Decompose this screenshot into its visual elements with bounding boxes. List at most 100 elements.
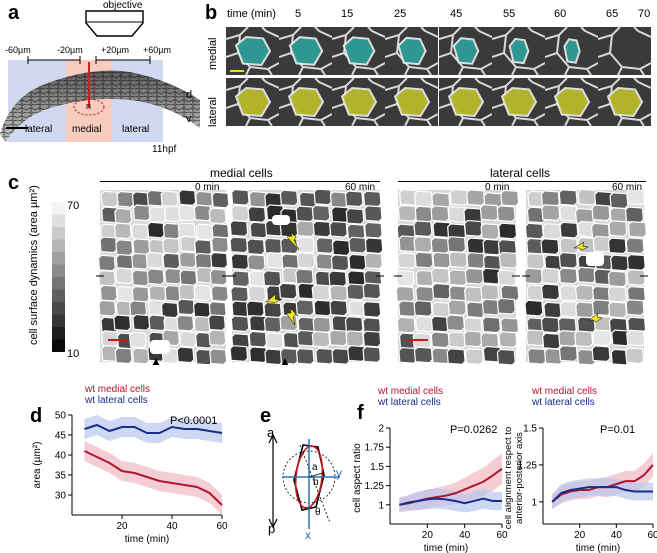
panel-e-label: e bbox=[260, 405, 272, 427]
timelapse-frame-lateral bbox=[226, 78, 279, 126]
cell-polygon bbox=[498, 331, 518, 348]
cell-polygon bbox=[559, 204, 579, 222]
pvalue-f1: P=0.0262 bbox=[450, 424, 498, 436]
alignment-chart: 20 40 60 1 1.25 1.5 time (min) cell alignment r… bbox=[505, 424, 657, 553]
cell-polygon bbox=[607, 285, 627, 303]
y-tick-label: 2 bbox=[378, 424, 384, 435]
region-medial: medial bbox=[72, 124, 102, 135]
time-label-55: 55 bbox=[503, 8, 516, 20]
cell-polygon bbox=[592, 235, 612, 253]
x-axis-label: time (min) bbox=[125, 534, 169, 545]
cell-polygon bbox=[542, 332, 562, 350]
cell-polygon bbox=[132, 347, 150, 365]
cell-polygon bbox=[577, 266, 597, 284]
cell-polygon bbox=[207, 314, 226, 332]
cell-polygon bbox=[116, 190, 135, 208]
y-tick-label: 1 bbox=[531, 497, 537, 508]
timelapse-frame-medial bbox=[226, 27, 279, 75]
cell-polygon bbox=[498, 251, 518, 269]
cell-polygon bbox=[132, 313, 151, 331]
y-tick-label: 40 bbox=[55, 451, 67, 462]
cell-polygon bbox=[482, 238, 502, 256]
cell-polygon bbox=[626, 190, 646, 206]
timelapse-frame-lateral bbox=[279, 78, 332, 126]
cell-polygon bbox=[230, 204, 250, 222]
cell-polygon bbox=[362, 346, 382, 363]
cell-polygon bbox=[500, 284, 520, 302]
x-tick-label: 60 bbox=[216, 521, 228, 532]
cell-polygon bbox=[295, 205, 315, 223]
legend-medial-f1: wt medial cells bbox=[378, 386, 444, 397]
cell-polygon bbox=[523, 267, 544, 285]
cell-polygon bbox=[559, 300, 579, 318]
cell-polygon bbox=[431, 301, 451, 319]
cell-polygon bbox=[465, 301, 486, 319]
sym-a-label: a bbox=[312, 462, 318, 473]
cell-map bbox=[522, 190, 648, 365]
cell-polygon bbox=[625, 347, 645, 365]
cell-map bbox=[228, 190, 384, 365]
colorbar-step bbox=[52, 327, 65, 340]
cell-polygon bbox=[210, 285, 229, 303]
cell-polygon bbox=[479, 204, 499, 221]
cell-polygon bbox=[145, 251, 164, 269]
cell-polygon bbox=[363, 205, 383, 222]
cell-polygon bbox=[178, 190, 197, 206]
cell-polygon bbox=[364, 252, 383, 270]
cell-polygon bbox=[591, 299, 611, 316]
time-label-15: 15 bbox=[341, 8, 354, 20]
cell-polygon bbox=[113, 314, 132, 332]
cell-polygon bbox=[430, 237, 450, 255]
tick-label-neg60: -60µm bbox=[5, 45, 31, 55]
cell-polygon bbox=[625, 237, 645, 255]
cell-polygon bbox=[432, 251, 452, 269]
cell-polygon bbox=[97, 254, 116, 272]
panel-d-label: d bbox=[30, 405, 43, 427]
cell-polygon bbox=[559, 237, 579, 255]
cell-polygon bbox=[211, 191, 230, 209]
aspect-ratio-chart: 20 40 60 1 1.25 1.5 1.75 2 time (min) cell aspect… bbox=[352, 424, 508, 553]
medial-group-title: medial cells bbox=[210, 166, 273, 180]
yellow-arrow-icon bbox=[588, 312, 603, 323]
cell-polygon bbox=[397, 204, 417, 222]
panel-c-label: c bbox=[8, 172, 20, 194]
tick-label-neg20: -20µm bbox=[57, 45, 83, 55]
cell-polygon bbox=[448, 269, 468, 287]
legend-lateral-f2: wt lateral cells bbox=[532, 397, 595, 408]
cell-polygon bbox=[115, 239, 134, 257]
cell-polygon bbox=[177, 298, 196, 316]
cell-polygon bbox=[176, 314, 195, 332]
arrowhead-icon bbox=[281, 358, 289, 365]
x-axis-label: time (min) bbox=[576, 543, 620, 553]
cell-polygon bbox=[397, 252, 417, 270]
cell-polygon bbox=[413, 346, 433, 364]
cell-polygon bbox=[558, 329, 578, 347]
x-tick-label: 40 bbox=[459, 530, 471, 541]
cell-polygon bbox=[559, 221, 579, 239]
x-tick-label: 40 bbox=[166, 521, 178, 532]
ventral-label: v bbox=[186, 113, 192, 125]
cell-polygon bbox=[162, 252, 181, 270]
cell-polygon bbox=[312, 220, 332, 238]
cell-polygon bbox=[178, 204, 197, 222]
cell-polygon bbox=[524, 299, 544, 317]
y-tick-label: 1.25 bbox=[365, 481, 385, 492]
cell-polygon bbox=[345, 330, 365, 348]
cell-polygon bbox=[466, 252, 486, 269]
cell-polygon bbox=[164, 267, 183, 285]
timelapse-frame-lateral bbox=[492, 78, 545, 126]
panel-c-figure bbox=[52, 190, 648, 365]
x-tick-label: 60 bbox=[647, 530, 657, 541]
colorbar-step bbox=[52, 227, 65, 240]
cell-polygon bbox=[195, 223, 214, 241]
cell-polygon bbox=[626, 329, 646, 347]
cell-polygon bbox=[344, 190, 364, 208]
lateral-group-title: lateral cells bbox=[490, 166, 551, 180]
colorbar-step bbox=[52, 264, 65, 277]
timelapse-frame-medial bbox=[332, 27, 385, 75]
cell-polygon bbox=[432, 221, 452, 238]
cell-polygon bbox=[329, 299, 348, 317]
error-band bbox=[552, 478, 653, 510]
cell-polygon bbox=[415, 285, 435, 303]
cell-polygon bbox=[148, 206, 167, 224]
